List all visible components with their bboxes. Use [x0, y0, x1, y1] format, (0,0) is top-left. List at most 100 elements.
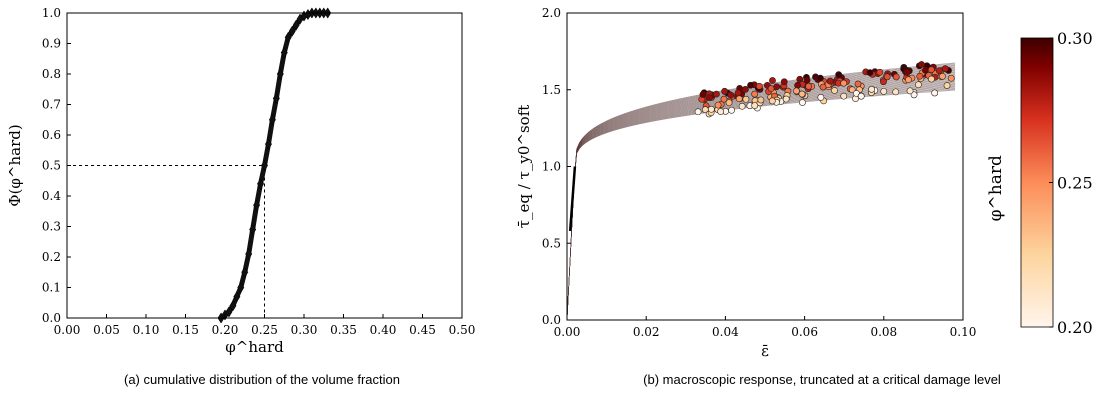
- response-end-point: [699, 91, 707, 98]
- response-curve: [566, 73, 956, 321]
- cdf-y-tick-label: 0.8: [42, 67, 61, 81]
- response-curve: [566, 73, 956, 321]
- cdf-x-tick-label: 0.25: [251, 323, 278, 337]
- response-end-point: [892, 88, 900, 96]
- response-end-point: [768, 97, 776, 105]
- response-end-point: [738, 102, 746, 110]
- response-y-tick-label: 1.0: [542, 160, 561, 174]
- response-end-point: [747, 81, 754, 89]
- response-curve: [566, 71, 956, 321]
- response-end-point: [857, 92, 865, 100]
- colorbar-tick-label: 0.20: [1057, 318, 1093, 337]
- response-y-tick-label: 2.0: [542, 6, 561, 20]
- response-end-point: [910, 91, 918, 99]
- response-end-point: [725, 99, 733, 107]
- cdf-point: [241, 266, 249, 278]
- cdf-x-tick-label: 0.45: [409, 323, 436, 337]
- cdf-y-ticks: 0.0 0.1 0.2 0.3 0.4 0.5 0.6 0.7 0.8 0.9 1.0: [42, 6, 71, 325]
- colorbar-tick-label: 0.30: [1057, 29, 1093, 48]
- cdf-x-tick-label: 0.35: [330, 323, 357, 337]
- cdf-point: [280, 47, 288, 59]
- response-end-point: [769, 77, 776, 84]
- cdf-x-tick-label: 0.40: [370, 323, 397, 337]
- cdf-point: [288, 25, 296, 37]
- response-x-tick-label: 0.02: [633, 325, 660, 339]
- response-end-point: [880, 78, 887, 86]
- response-end-point: [935, 67, 943, 75]
- response-end-point: [780, 78, 788, 86]
- response-x-tick-label: 0.10: [950, 325, 977, 339]
- response-end-point: [840, 92, 848, 100]
- response-curve: [566, 68, 956, 321]
- response-end-point: [782, 95, 790, 103]
- cdf-y-tick-label: 1.0: [42, 6, 61, 20]
- cdf-y-tick-label: 0.3: [42, 220, 61, 234]
- response-end-point: [876, 68, 884, 76]
- response-x-tick-label: 0.08: [870, 325, 897, 339]
- response-end-point: [892, 73, 900, 81]
- response-end-point: [728, 106, 736, 114]
- response-end-point: [927, 66, 935, 74]
- response-end-point: [941, 65, 949, 73]
- cdf-chart: 0.00 0.05 0.10 0.15 0.20 0.25 0.30 0.35 0.40 0.45…: [6, 6, 475, 356]
- response-end-point: [918, 61, 925, 68]
- response-end-point: [798, 90, 806, 98]
- response-end-point: [755, 82, 763, 90]
- response-x-tick-label: 0.04: [712, 325, 739, 339]
- response-end-point: [714, 101, 722, 109]
- response-end-point: [742, 95, 750, 103]
- colorbar-ticks: 0.20 0.25 0.30: [1049, 29, 1093, 337]
- response-end-point: [751, 102, 759, 110]
- response-end-point: [947, 74, 955, 82]
- cdf-x-tick-label: 0.00: [54, 323, 81, 337]
- response-end-point: [705, 94, 713, 102]
- cdf-point: [237, 281, 245, 294]
- response-chart: 0.00 0.02 0.04 0.06 0.08 0.10 0.0 0.5 1.0 1.5 2.0…: [515, 6, 976, 360]
- response-end-point: [734, 89, 742, 97]
- response-curve: [566, 69, 956, 321]
- response-end-point: [928, 75, 935, 83]
- response-end-point: [773, 83, 781, 91]
- response-end-point: [793, 87, 800, 95]
- response-end-point: [903, 69, 911, 76]
- cdf-point: [253, 199, 261, 211]
- cdf-x-tick-label: 0.10: [133, 323, 160, 337]
- response-curve: [566, 71, 956, 321]
- cdf-y-tick-label: 0.5: [42, 159, 61, 173]
- cdf-point: [272, 92, 280, 104]
- cdf-y-tick-label: 0.4: [42, 189, 61, 203]
- response-end-point: [757, 96, 765, 104]
- cdf-x-tick-label: 0.50: [449, 323, 476, 337]
- caption-a: (a) cumulative distribution of the volum…: [124, 372, 400, 387]
- cdf-x-tick-label: 0.05: [93, 323, 120, 337]
- response-x-ticks: 0.00 0.02 0.04 0.06 0.08 0.10: [554, 316, 977, 339]
- response-end-point: [835, 71, 843, 79]
- cdf-x-tick-label: 0.15: [172, 323, 199, 337]
- cdf-series: [217, 7, 332, 324]
- response-end-points: [694, 61, 955, 118]
- cdf-point: [276, 68, 284, 80]
- response-end-point: [721, 87, 729, 95]
- cdf-x-axis-label: φ^hard: [225, 338, 284, 356]
- cdf-reference-lines: [67, 165, 265, 318]
- colorbar-gradient: [1020, 37, 1054, 328]
- response-end-point: [717, 108, 725, 116]
- response-plot-frame: [566, 12, 964, 321]
- cdf-point: [225, 306, 233, 318]
- cdf-x-tick-label: 0.20: [212, 323, 239, 337]
- response-x-tick-label: 0.00: [554, 325, 581, 339]
- cdf-point: [284, 31, 292, 43]
- response-end-point: [816, 74, 824, 82]
- response-end-point: [805, 82, 813, 90]
- response-end-point: [943, 82, 951, 89]
- cdf-y-tick-label: 0.6: [42, 128, 61, 142]
- response-end-point: [803, 76, 811, 84]
- response-end-point: [817, 93, 825, 101]
- response-end-point: [727, 91, 735, 99]
- response-y-axis-label: τ̄_eq / τ_y0^soft: [515, 105, 533, 229]
- response-end-point: [866, 69, 874, 77]
- response-x-axis-label: ε̄: [761, 342, 769, 360]
- response-end-point: [794, 82, 801, 89]
- cdf-point: [229, 300, 237, 312]
